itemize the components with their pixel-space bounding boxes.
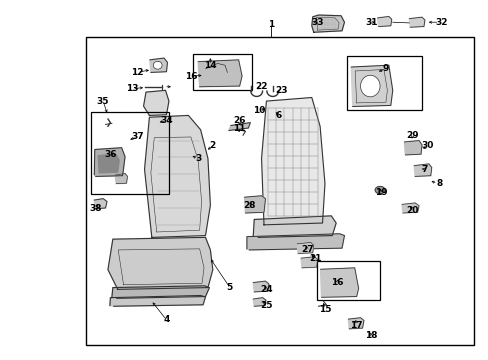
Text: 28: 28 <box>243 201 255 210</box>
Text: 16: 16 <box>330 278 343 287</box>
Polygon shape <box>320 268 358 297</box>
Polygon shape <box>347 318 363 329</box>
Text: 17: 17 <box>349 321 362 330</box>
Polygon shape <box>404 140 421 155</box>
Text: 4: 4 <box>163 315 169 324</box>
Polygon shape <box>94 199 107 209</box>
Polygon shape <box>301 257 317 268</box>
Text: 11: 11 <box>233 123 245 132</box>
Text: 16: 16 <box>184 72 197 81</box>
Polygon shape <box>253 298 265 306</box>
Bar <box>91 112 168 194</box>
Polygon shape <box>350 65 392 107</box>
Text: 20: 20 <box>406 206 418 215</box>
Text: 14: 14 <box>203 61 216 70</box>
Ellipse shape <box>360 75 379 97</box>
Text: 27: 27 <box>301 246 314 255</box>
Polygon shape <box>228 123 250 131</box>
Text: 19: 19 <box>374 188 386 197</box>
Polygon shape <box>94 148 125 176</box>
Polygon shape <box>408 17 424 27</box>
Text: 24: 24 <box>260 285 272 294</box>
Text: 32: 32 <box>435 18 447 27</box>
Text: 38: 38 <box>89 204 102 213</box>
Text: 12: 12 <box>131 68 143 77</box>
Polygon shape <box>297 242 313 253</box>
Text: 15: 15 <box>318 305 330 314</box>
Text: 29: 29 <box>406 131 418 140</box>
Text: 36: 36 <box>104 150 117 159</box>
Polygon shape <box>150 58 167 72</box>
Text: 2: 2 <box>209 141 216 150</box>
Text: 37: 37 <box>131 132 143 141</box>
Polygon shape <box>246 234 344 250</box>
Polygon shape <box>244 196 265 213</box>
Text: 21: 21 <box>308 255 321 264</box>
Text: 7: 7 <box>421 165 427 174</box>
Polygon shape <box>413 164 431 176</box>
Text: 22: 22 <box>255 82 267 91</box>
Polygon shape <box>98 154 119 173</box>
Text: 26: 26 <box>233 116 245 125</box>
Text: 8: 8 <box>435 179 442 188</box>
Polygon shape <box>261 98 325 225</box>
Polygon shape <box>401 203 418 213</box>
Text: 23: 23 <box>274 86 287 95</box>
Bar <box>193 54 251 90</box>
Text: 31: 31 <box>364 18 377 27</box>
Text: 35: 35 <box>97 96 109 105</box>
Text: 34: 34 <box>160 116 172 125</box>
Bar <box>86 37 473 345</box>
Circle shape <box>374 186 384 194</box>
Polygon shape <box>112 286 209 298</box>
Polygon shape <box>311 15 344 32</box>
Text: 13: 13 <box>126 84 138 93</box>
Polygon shape <box>115 174 127 184</box>
Text: 30: 30 <box>420 141 433 150</box>
Bar <box>346 56 422 110</box>
Text: 3: 3 <box>195 154 201 163</box>
Polygon shape <box>144 116 210 237</box>
Text: 6: 6 <box>275 111 281 120</box>
Text: 9: 9 <box>382 64 388 73</box>
Polygon shape <box>198 60 242 87</box>
Ellipse shape <box>153 61 162 69</box>
Text: 25: 25 <box>260 301 272 310</box>
Text: 1: 1 <box>267 19 274 28</box>
Text: 33: 33 <box>311 18 323 27</box>
Polygon shape <box>143 90 168 116</box>
Polygon shape <box>377 17 391 27</box>
Polygon shape <box>253 216 335 237</box>
Bar <box>316 261 379 300</box>
Polygon shape <box>108 237 212 289</box>
Text: 5: 5 <box>226 283 232 292</box>
Text: 18: 18 <box>364 332 377 341</box>
Text: 10: 10 <box>252 105 265 114</box>
Polygon shape <box>253 281 268 292</box>
Polygon shape <box>110 296 205 306</box>
